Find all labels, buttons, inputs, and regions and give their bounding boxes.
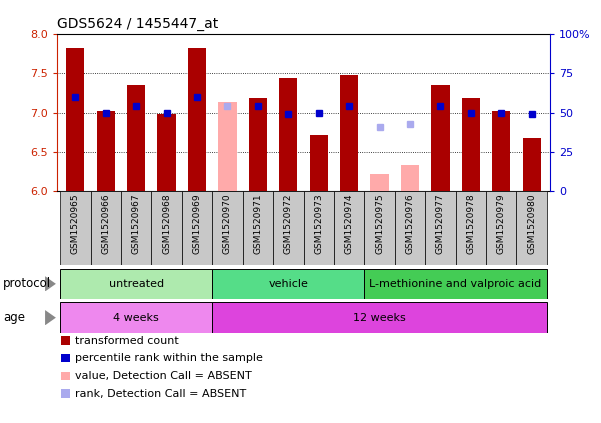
Bar bbox=[182, 191, 212, 265]
Bar bbox=[218, 102, 237, 191]
Text: GSM1520978: GSM1520978 bbox=[466, 193, 475, 254]
Bar bbox=[425, 191, 456, 265]
Text: 12 weeks: 12 weeks bbox=[353, 313, 406, 323]
Text: GSM1520973: GSM1520973 bbox=[314, 193, 323, 254]
Bar bbox=[279, 78, 297, 191]
Bar bbox=[364, 191, 395, 265]
Text: GSM1520975: GSM1520975 bbox=[375, 193, 384, 254]
Bar bbox=[212, 191, 243, 265]
Bar bbox=[212, 269, 364, 299]
Bar bbox=[60, 302, 212, 333]
Text: GSM1520968: GSM1520968 bbox=[162, 193, 171, 254]
Text: GSM1520967: GSM1520967 bbox=[132, 193, 141, 254]
Polygon shape bbox=[45, 310, 56, 325]
Polygon shape bbox=[45, 276, 56, 291]
Bar bbox=[121, 191, 151, 265]
Text: vehicle: vehicle bbox=[269, 279, 308, 289]
Bar bbox=[273, 191, 304, 265]
Bar bbox=[432, 85, 450, 191]
Bar bbox=[157, 114, 175, 191]
Text: GSM1520966: GSM1520966 bbox=[102, 193, 110, 254]
Text: GSM1520976: GSM1520976 bbox=[406, 193, 415, 254]
Text: transformed count: transformed count bbox=[75, 335, 179, 346]
Bar bbox=[522, 138, 541, 191]
Text: untreated: untreated bbox=[109, 279, 163, 289]
Text: GSM1520969: GSM1520969 bbox=[192, 193, 201, 254]
Text: GSM1520979: GSM1520979 bbox=[497, 193, 505, 254]
Bar bbox=[370, 174, 389, 191]
Bar bbox=[516, 191, 547, 265]
Text: percentile rank within the sample: percentile rank within the sample bbox=[75, 353, 263, 363]
Bar bbox=[364, 269, 547, 299]
Text: protocol: protocol bbox=[3, 277, 51, 290]
Text: 4 weeks: 4 weeks bbox=[114, 313, 159, 323]
Text: GDS5624 / 1455447_at: GDS5624 / 1455447_at bbox=[57, 17, 218, 31]
Bar bbox=[127, 85, 145, 191]
Text: value, Detection Call = ABSENT: value, Detection Call = ABSENT bbox=[75, 371, 252, 381]
Bar bbox=[310, 135, 328, 191]
Bar bbox=[492, 111, 510, 191]
Bar bbox=[456, 191, 486, 265]
Bar bbox=[61, 354, 70, 362]
Bar bbox=[61, 389, 70, 398]
Bar bbox=[462, 99, 480, 191]
Bar bbox=[243, 191, 273, 265]
Bar bbox=[61, 372, 70, 380]
Bar bbox=[486, 191, 516, 265]
Text: GSM1520972: GSM1520972 bbox=[284, 193, 293, 254]
Bar bbox=[61, 336, 70, 344]
Text: GSM1520974: GSM1520974 bbox=[344, 193, 353, 254]
Bar bbox=[334, 191, 364, 265]
Text: GSM1520977: GSM1520977 bbox=[436, 193, 445, 254]
Bar bbox=[395, 191, 425, 265]
Text: GSM1520970: GSM1520970 bbox=[223, 193, 232, 254]
Bar bbox=[97, 111, 115, 191]
Text: GSM1520980: GSM1520980 bbox=[527, 193, 536, 254]
Text: GSM1520965: GSM1520965 bbox=[71, 193, 80, 254]
Bar bbox=[188, 48, 206, 191]
Bar bbox=[212, 302, 547, 333]
Text: GSM1520971: GSM1520971 bbox=[254, 193, 263, 254]
Bar bbox=[60, 269, 212, 299]
Bar bbox=[60, 191, 91, 265]
Text: age: age bbox=[3, 311, 25, 324]
Bar bbox=[340, 75, 358, 191]
Text: rank, Detection Call = ABSENT: rank, Detection Call = ABSENT bbox=[75, 389, 246, 399]
Bar bbox=[304, 191, 334, 265]
Bar bbox=[249, 99, 267, 191]
Bar bbox=[66, 48, 85, 191]
Bar bbox=[401, 165, 419, 191]
Bar bbox=[91, 191, 121, 265]
Bar bbox=[151, 191, 182, 265]
Text: L-methionine and valproic acid: L-methionine and valproic acid bbox=[370, 279, 542, 289]
